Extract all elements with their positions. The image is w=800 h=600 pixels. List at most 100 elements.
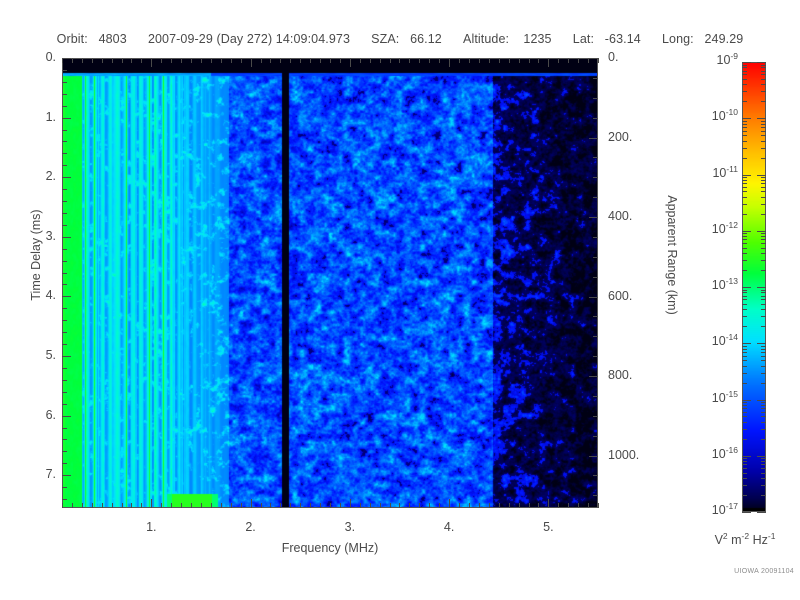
x-axis-title: Frequency (MHz): [281, 541, 379, 555]
colorbar-minor-tick: [761, 204, 766, 205]
colorbar-minor-tick: [742, 204, 747, 205]
colorbar-minor-tick: [761, 402, 766, 403]
long-value: 249.29: [704, 32, 744, 46]
colorbar-minor-tick: [761, 74, 766, 75]
colorbar-minor-tick: [761, 316, 766, 317]
axis-tick: [62, 261, 67, 262]
axis-tick: [459, 58, 460, 63]
axis-tick: [593, 197, 598, 198]
axis-tick: [62, 380, 67, 381]
axis-tick: [578, 503, 579, 508]
altitude-label: Altitude:: [463, 32, 510, 46]
axis-tick: [300, 503, 301, 508]
axis-tick: [181, 58, 182, 63]
colorbar-minor-tick: [761, 464, 766, 465]
colorbar-minor-tick: [742, 412, 747, 413]
colorbar-minor-tick: [761, 360, 766, 361]
y-right-tick-label: 800.: [608, 368, 633, 383]
axis-tick: [588, 58, 589, 63]
colorbar-minor-tick: [742, 495, 747, 496]
axis-tick: [509, 58, 510, 63]
axis-tick: [593, 495, 598, 496]
colorbar-minor-tick: [742, 260, 747, 261]
colorbar-minor-tick: [761, 383, 766, 384]
axis-tick: [62, 237, 71, 238]
axis-tick: [290, 58, 291, 63]
axis-tick: [270, 58, 271, 63]
colorbar-minor-tick: [742, 383, 747, 384]
colorbar-minor-tick: [761, 495, 766, 496]
colorbar-minor-tick: [761, 346, 766, 347]
x-tick-label: 4.: [443, 520, 455, 534]
axis-tick: [221, 503, 222, 508]
axis-tick: [290, 503, 291, 508]
axis-tick: [231, 503, 232, 508]
colorbar-minor-tick: [742, 473, 747, 474]
colorbar-tick-label: 10-11: [712, 163, 738, 180]
sza-label: SZA:: [371, 32, 400, 46]
colorbar-minor-tick: [742, 405, 747, 406]
colorbar-minor-tick: [761, 236, 766, 237]
axis-tick: [221, 58, 222, 63]
axis-tick: [62, 451, 67, 452]
unit-m-exp: -2: [741, 530, 750, 541]
colorbar-minor-tick: [742, 79, 747, 80]
axis-tick: [489, 58, 490, 63]
colorbar-tick: [742, 400, 751, 401]
colorbar-minor-tick: [742, 74, 747, 75]
axis-tick: [62, 165, 67, 166]
unit-v: V: [714, 533, 723, 547]
axis-tick: [519, 503, 520, 508]
axis-tick: [280, 58, 281, 63]
colorbar-minor-tick: [742, 290, 747, 291]
colorbar-minor-tick: [761, 65, 766, 66]
colorbar-minor-tick: [761, 71, 766, 72]
colorbar-minor-tick: [742, 191, 747, 192]
axis-tick: [62, 82, 67, 83]
axis-tick: [399, 58, 400, 63]
colorbar-minor-tick: [742, 233, 747, 234]
axis-tick: [62, 118, 71, 119]
axis-tick: [419, 503, 420, 508]
axis-tick: [141, 58, 142, 63]
x-tick-label: 3.: [344, 520, 356, 534]
colorbar-tick: [742, 118, 751, 119]
y-right-tick-label: 400.: [608, 209, 633, 223]
colorbar-minor-tick: [761, 461, 766, 462]
colorbar-tick-label: 10-17: [711, 500, 738, 517]
axis-tick: [593, 475, 598, 476]
colorbar-minor-tick: [761, 352, 766, 353]
colorbar-minor-tick: [761, 131, 766, 132]
colorbar-minor-tick: [742, 316, 747, 317]
colorbar-tick: [757, 287, 766, 288]
colorbar-minor-tick: [742, 236, 747, 237]
axis-tick: [439, 503, 440, 508]
axis-tick: [131, 503, 132, 508]
colorbar-minor-tick: [761, 405, 766, 406]
colorbar-minor-tick: [761, 124, 766, 125]
colorbar-tick-label: 10-9: [716, 50, 738, 67]
axis-tick: [509, 503, 510, 508]
axis-tick: [62, 344, 67, 345]
colorbar-tick-label: 10-10: [711, 106, 738, 123]
colorbar-minor-tick: [761, 366, 766, 367]
colorbar-minor-tick: [742, 148, 747, 149]
axis-tick: [62, 416, 71, 417]
axis-tick: [399, 503, 400, 508]
axis-tick: [62, 503, 63, 508]
axis-tick: [593, 78, 598, 79]
colorbar-minor-tick: [742, 461, 747, 462]
y-tick-label: 3.: [45, 228, 56, 243]
axis-tick: [92, 58, 93, 63]
axis-tick: [62, 58, 63, 63]
colorbar-minor-tick: [742, 131, 747, 132]
colorbar-minor-tick: [742, 243, 747, 244]
colorbar-tick: [742, 231, 751, 232]
lat-label: Lat:: [572, 32, 595, 46]
colorbar-tick: [757, 456, 766, 457]
colorbar-minor-tick: [742, 402, 747, 403]
axis-tick: [593, 356, 598, 357]
colorbar-tick: [757, 343, 766, 344]
header-info-bar: Orbit: 4803 2007-09-29 (Day 272) 14:09:0…: [0, 32, 800, 46]
colorbar-tick: [742, 456, 751, 457]
